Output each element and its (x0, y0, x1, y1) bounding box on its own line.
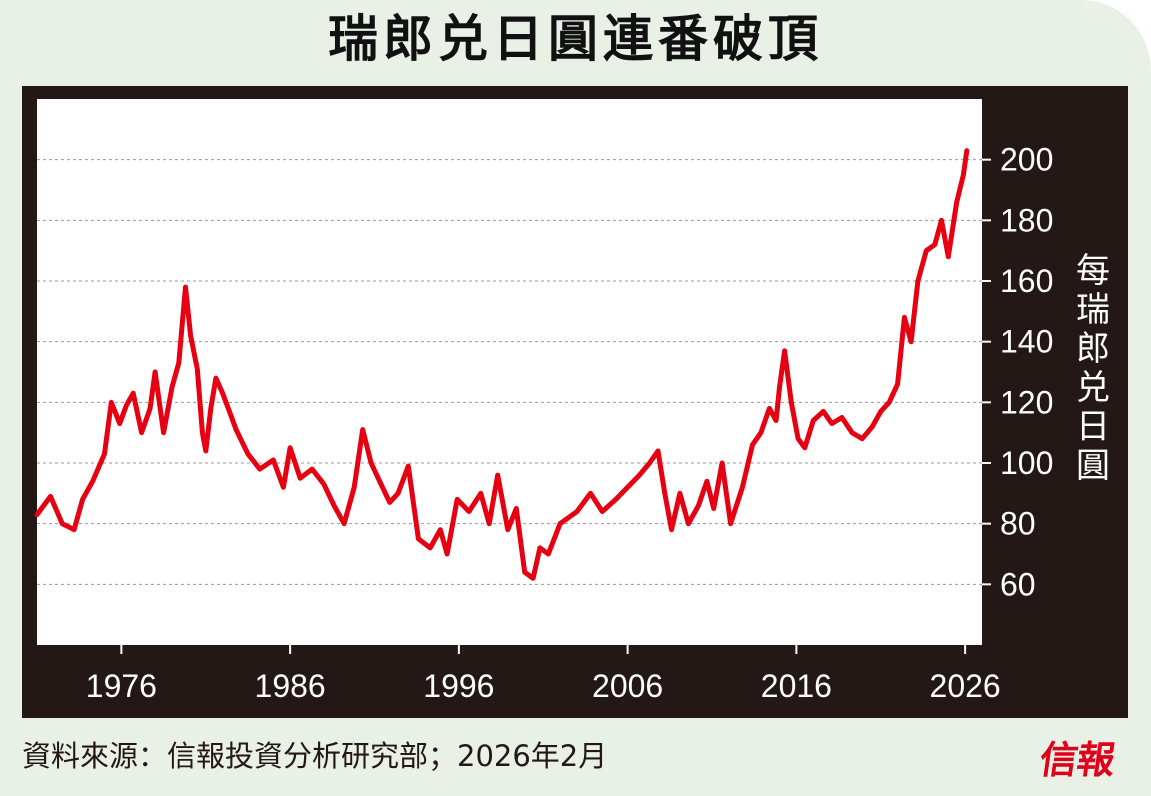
y-axis: 60 80 100 120 140 160 180 200 (982, 142, 1053, 602)
x-tick-label: 1976 (86, 668, 157, 704)
y-axis-label-char: 瑞 (1076, 290, 1110, 330)
x-tick-label: 1986 (255, 668, 326, 704)
chart-title: 瑞郎兑日圓連番破頂 (328, 10, 823, 68)
y-tick-label: 200 (1000, 142, 1053, 178)
y-tick-label: 140 (1000, 324, 1053, 360)
y-tick-label: 160 (1000, 263, 1053, 299)
y-axis-label-char: 郎 (1076, 329, 1110, 369)
y-axis-label: 每瑞郎兑日圓 (1071, 252, 1115, 486)
y-axis-label-char: 日 (1076, 407, 1110, 447)
x-tick-label: 2026 (930, 668, 1001, 704)
plot-area (37, 99, 982, 645)
y-axis-label-char: 圓 (1076, 446, 1110, 486)
line-chart: 1976 1986 1996 2006 2016 2026 60 80 100 120 140 16… (34, 99, 1053, 704)
y-tick-label: 180 (1000, 202, 1053, 238)
series-line (34, 148, 970, 581)
y-tick-label: 60 (1000, 566, 1036, 602)
gridlines (37, 159, 982, 585)
y-axis-label-char: 兑 (1076, 368, 1110, 408)
y-tick-label: 120 (1000, 384, 1053, 420)
x-tick-label: 2006 (592, 668, 663, 704)
y-tick-label: 80 (1000, 506, 1036, 542)
y-axis-label-char: 每 (1076, 251, 1110, 291)
source-note: 資料來源：信報投資分析研究部；2026年2月 (22, 739, 608, 773)
series-group (34, 148, 970, 581)
x-axis: 1976 1986 1996 2006 2016 2026 (86, 645, 1001, 704)
y-tick-label: 100 (1000, 445, 1053, 481)
publisher-logo: 信報 (1036, 737, 1118, 782)
x-tick-label: 1996 (423, 668, 494, 704)
x-tick-label: 2016 (761, 668, 832, 704)
